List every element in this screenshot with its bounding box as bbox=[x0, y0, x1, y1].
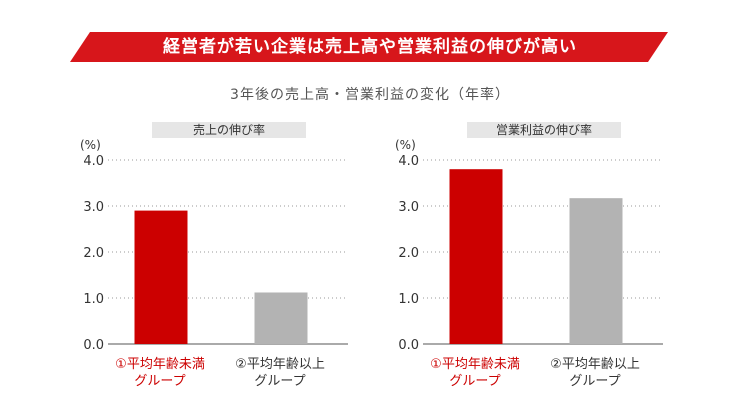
chart-title: 営業利益の伸び率 bbox=[467, 122, 621, 138]
bar-old-group bbox=[569, 198, 623, 344]
sales-growth-chart: 売上の伸び率 (%) 0.0 1.0 2.0 3.0 4.0 ①平均年齢未満 グループ … bbox=[78, 118, 408, 418]
category-label-line2: グループ bbox=[134, 374, 186, 389]
y-tick-label: 1.0 bbox=[398, 292, 419, 307]
bar-young-group bbox=[134, 210, 188, 344]
bar-old-group bbox=[254, 292, 308, 344]
category-label-line1: ①平均年齢未満 bbox=[430, 357, 520, 372]
category-label-line2: グループ bbox=[449, 374, 501, 389]
y-tick-label: 4.0 bbox=[83, 154, 104, 169]
y-tick-label: 3.0 bbox=[398, 200, 419, 215]
y-axis-unit: (%) bbox=[80, 138, 101, 152]
y-tick-label: 4.0 bbox=[398, 154, 419, 169]
y-tick-label: 3.0 bbox=[83, 200, 104, 215]
category-label-line2: グループ bbox=[569, 374, 621, 389]
category-label-line2: グループ bbox=[254, 374, 306, 389]
profit-growth-chart: 営業利益の伸び率 (%) 0.0 1.0 2.0 3.0 4.0 ①平均年齢未満 グルー… bbox=[393, 118, 723, 418]
banner-title: 経営者が若い企業は売上高や営業利益の伸びが高い bbox=[163, 37, 577, 57]
chart-subtitle: 3年後の売上高・営業利益の変化（年率） bbox=[230, 87, 510, 103]
y-tick-label: 1.0 bbox=[83, 292, 104, 307]
category-label-young: ①平均年齢未満 グループ bbox=[415, 356, 535, 390]
y-axis-unit: (%) bbox=[395, 138, 416, 152]
category-label-line1: ②平均年齢以上 bbox=[550, 357, 640, 372]
profit-plot: 0.0 1.0 2.0 3.0 4.0 bbox=[398, 154, 663, 353]
y-tick-label: 0.0 bbox=[83, 338, 104, 353]
y-tick-label: 0.0 bbox=[398, 338, 419, 353]
banner-shape bbox=[70, 32, 668, 62]
y-tick-label: 2.0 bbox=[83, 246, 104, 261]
category-label-old: ②平均年齢以上 グループ bbox=[220, 356, 340, 390]
banner: 経営者が若い企業は売上高や営業利益の伸びが高い bbox=[0, 0, 740, 70]
category-label-line1: ①平均年齢未満 bbox=[115, 357, 205, 372]
category-label-young: ①平均年齢未満 グループ bbox=[100, 356, 220, 390]
bar-young-group bbox=[449, 169, 503, 344]
category-label-old: ②平均年齢以上 グループ bbox=[535, 356, 655, 390]
y-tick-label: 2.0 bbox=[398, 246, 419, 261]
chart-title: 売上の伸び率 bbox=[152, 122, 306, 138]
category-label-line1: ②平均年齢以上 bbox=[235, 357, 325, 372]
sales-plot: 0.0 1.0 2.0 3.0 4.0 bbox=[83, 154, 348, 353]
